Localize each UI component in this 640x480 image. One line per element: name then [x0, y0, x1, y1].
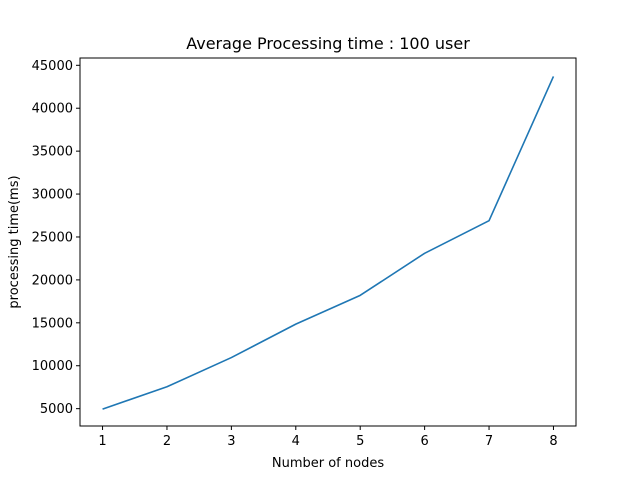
y-tick-label-10000: 10000 [32, 359, 73, 374]
x-tick-label-8: 8 [549, 434, 557, 449]
x-tick-label-6: 6 [420, 434, 428, 449]
y-tick-label-20000: 20000 [32, 273, 73, 288]
plot-area: 1 2 3 4 5 6 7 8 5000 10000 15000 20000 25000 30000 350… [32, 57, 577, 449]
y-tick-label-5000: 5000 [40, 402, 73, 417]
y-tick-label-35000: 35000 [32, 145, 73, 160]
y-tick-label-30000: 30000 [32, 188, 73, 203]
y-tick-label-25000: 25000 [32, 230, 73, 245]
chart-title: Average Processing time : 100 user [186, 34, 470, 53]
x-tick-label-5: 5 [356, 434, 364, 449]
y-tick-label-45000: 45000 [32, 59, 73, 74]
y-tick-label-15000: 15000 [32, 316, 73, 331]
x-tick-label-3: 3 [227, 434, 235, 449]
series-line-1 [102, 76, 555, 410]
axes-frame [79, 57, 577, 427]
y-tick-label-40000: 40000 [32, 102, 73, 117]
x-axis-label: Number of nodes [272, 456, 384, 471]
x-tick-label-7: 7 [485, 434, 493, 449]
x-tick-label-2: 2 [163, 434, 171, 449]
x-tick-label-1: 1 [98, 434, 106, 449]
y-axis-label: processing time(ms) [7, 175, 22, 308]
x-tick-label-4: 4 [292, 434, 300, 449]
